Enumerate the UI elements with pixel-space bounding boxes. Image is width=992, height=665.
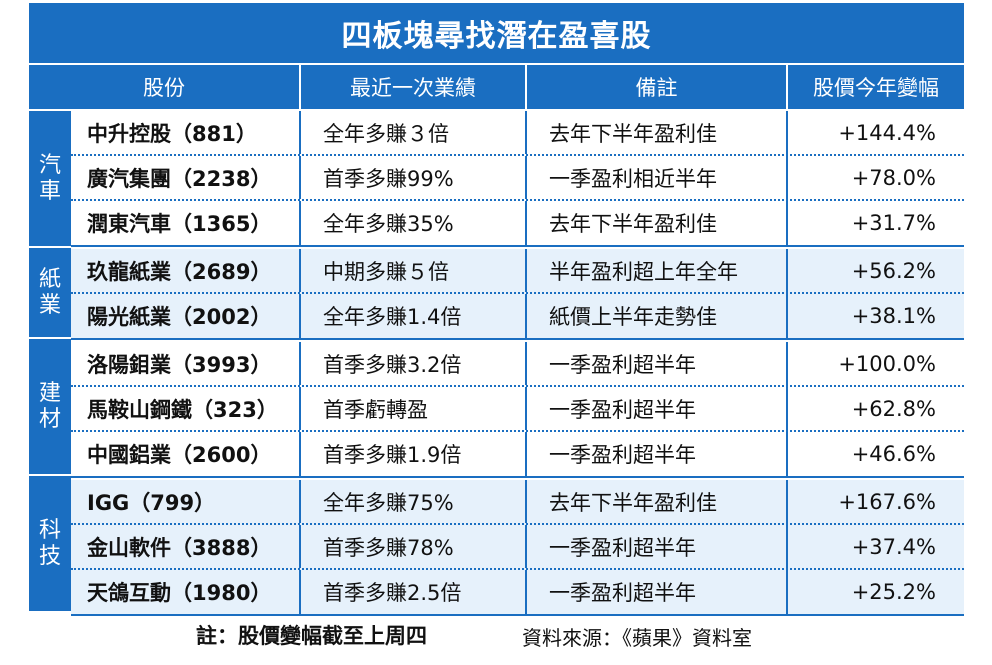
sector-column: 汽 車 紙 業 建 材 科 技 <box>29 111 71 613</box>
sector-label: 科 技 <box>29 476 71 611</box>
stock-name: 金山軟件（3888） <box>87 535 272 560</box>
stock-name: 廣汽集團（2238） <box>87 166 272 191</box>
stock-name: 天鴿互動（1980） <box>87 581 272 605</box>
stock-name: IGG（799） <box>87 490 216 515</box>
stock-name: 玖龍紙業（2689） <box>87 259 272 284</box>
sector-label: 建 材 <box>29 339 71 474</box>
stock-name: 潤東汽車（1365） <box>87 212 272 236</box>
price-change: +78.0% <box>786 156 964 199</box>
price-change: +144.4% <box>786 111 964 154</box>
sector-char: 車 <box>38 178 61 204</box>
price-change: +56.2% <box>786 249 964 292</box>
table-row: 洛陽鉬業（3993） 首季多賺3.2倍 一季盈利超半年 +100.0% <box>71 342 964 387</box>
price-change: +167.6% <box>786 480 964 523</box>
stock-name: 洛陽鉬業（3993） <box>87 352 272 377</box>
table-row: 潤東汽車（1365） 全年多賺35% 去年下半年盈利佳 +31.7% <box>71 201 964 245</box>
price-change: +25.2% <box>786 570 964 614</box>
header-note: 備註 <box>525 65 786 109</box>
stock-name: 中國鋁業（2600） <box>87 443 272 467</box>
recent-result: 全年多賺1.4倍 <box>299 294 525 338</box>
recent-result: 首季多賺3.2倍 <box>299 342 525 385</box>
price-change: +100.0% <box>786 342 964 385</box>
price-change: +37.4% <box>786 525 964 568</box>
remark: 一季盈利超半年 <box>525 387 786 430</box>
recent-result: 全年多賺75% <box>299 480 525 523</box>
table-row: 中國鋁業（2600） 首季多賺1.9倍 一季盈利超半年 +46.6% <box>71 432 964 476</box>
table-row: 馬鞍山鋼鐵（323） 首季虧轉盈 一季盈利超半年 +62.8% <box>71 387 964 432</box>
recent-result: 首季虧轉盈 <box>299 387 525 430</box>
header-change: 股價今年變幅 <box>786 65 964 109</box>
remark: 一季盈利超半年 <box>525 432 786 476</box>
sector-char: 紙 <box>38 266 61 292</box>
table-row: 玖龍紙業（2689） 中期多賺５倍 半年盈利超上年全年 +56.2% <box>71 249 964 294</box>
table-row: 陽光紙業（2002） 全年多賺1.4倍 紙價上半年走勢佳 +38.1% <box>71 294 964 338</box>
remark: 紙價上半年走勢佳 <box>525 294 786 338</box>
price-change: +38.1% <box>786 294 964 338</box>
recent-result: 首季多賺2.5倍 <box>299 570 525 614</box>
sector-char: 材 <box>38 406 61 432</box>
sector-char: 汽 <box>38 152 61 178</box>
remark: 去年下半年盈利佳 <box>525 201 786 245</box>
sector-label: 紙 業 <box>29 248 71 337</box>
stock-name: 陽光紙業（2002） <box>87 305 272 329</box>
remark: 一季盈利超半年 <box>525 525 786 568</box>
recent-result: 首季多賺1.9倍 <box>299 432 525 476</box>
table-body: 中升控股（881） 全年多賺３倍 去年下半年盈利佳 +144.4% 廣汽集團（2… <box>71 111 964 618</box>
footnote: 註：股價變幅截至上周四 <box>196 624 427 648</box>
header-result: 最近一次業績 <box>299 65 525 109</box>
recent-result: 全年多賺３倍 <box>299 111 525 154</box>
sector-char: 技 <box>38 543 61 569</box>
price-change: +46.6% <box>786 432 964 476</box>
header-stock: 股份 <box>143 76 185 100</box>
sector-char: 建 <box>38 380 61 406</box>
recent-result: 首季多賺78% <box>299 525 525 568</box>
sector-char: 科 <box>38 517 61 543</box>
remark: 一季盈利超半年 <box>525 342 786 385</box>
table-row: 中升控股（881） 全年多賺３倍 去年下半年盈利佳 +144.4% <box>71 111 964 156</box>
remark: 去年下半年盈利佳 <box>525 480 786 523</box>
group-materials: 洛陽鉬業（3993） 首季多賺3.2倍 一季盈利超半年 +100.0% 馬鞍山鋼… <box>71 342 964 478</box>
recent-result: 首季多賺99% <box>299 156 525 199</box>
remark: 去年下半年盈利佳 <box>525 111 786 154</box>
group-paper: 玖龍紙業（2689） 中期多賺５倍 半年盈利超上年全年 +56.2% 陽光紙業（… <box>71 249 964 340</box>
group-auto: 中升控股（881） 全年多賺３倍 去年下半年盈利佳 +144.4% 廣汽集團（2… <box>71 111 964 247</box>
recent-result: 中期多賺５倍 <box>299 249 525 292</box>
remark: 一季盈利超半年 <box>525 570 786 614</box>
stock-name: 馬鞍山鋼鐵（323） <box>87 397 278 422</box>
sector-label: 汽 車 <box>29 111 71 246</box>
recent-result: 全年多賺35% <box>299 201 525 245</box>
table-row: IGG（799） 全年多賺75% 去年下半年盈利佳 +167.6% <box>71 480 964 525</box>
remark: 半年盈利超上年全年 <box>525 249 786 292</box>
remark: 一季盈利相近半年 <box>525 156 786 199</box>
price-change: +31.7% <box>786 201 964 245</box>
group-tech: IGG（799） 全年多賺75% 去年下半年盈利佳 +167.6% 金山軟件（3… <box>71 480 964 616</box>
price-change: +62.8% <box>786 387 964 430</box>
sector-char: 業 <box>38 292 61 318</box>
table-row: 廣汽集團（2238） 首季多賺99% 一季盈利相近半年 +78.0% <box>71 156 964 201</box>
table-row: 金山軟件（3888） 首季多賺78% 一季盈利超半年 +37.4% <box>71 525 964 570</box>
table-row: 天鴿互動（1980） 首季多賺2.5倍 一季盈利超半年 +25.2% <box>71 570 964 614</box>
table-header: 股份 最近一次業績 備註 股價今年變幅 <box>29 65 964 109</box>
source-credit: 資料來源：《蘋果》資料室 <box>522 626 752 650</box>
stock-name: 中升控股（881） <box>87 121 257 146</box>
table-title: 四板塊尋找潛在盈喜股 <box>29 3 964 63</box>
